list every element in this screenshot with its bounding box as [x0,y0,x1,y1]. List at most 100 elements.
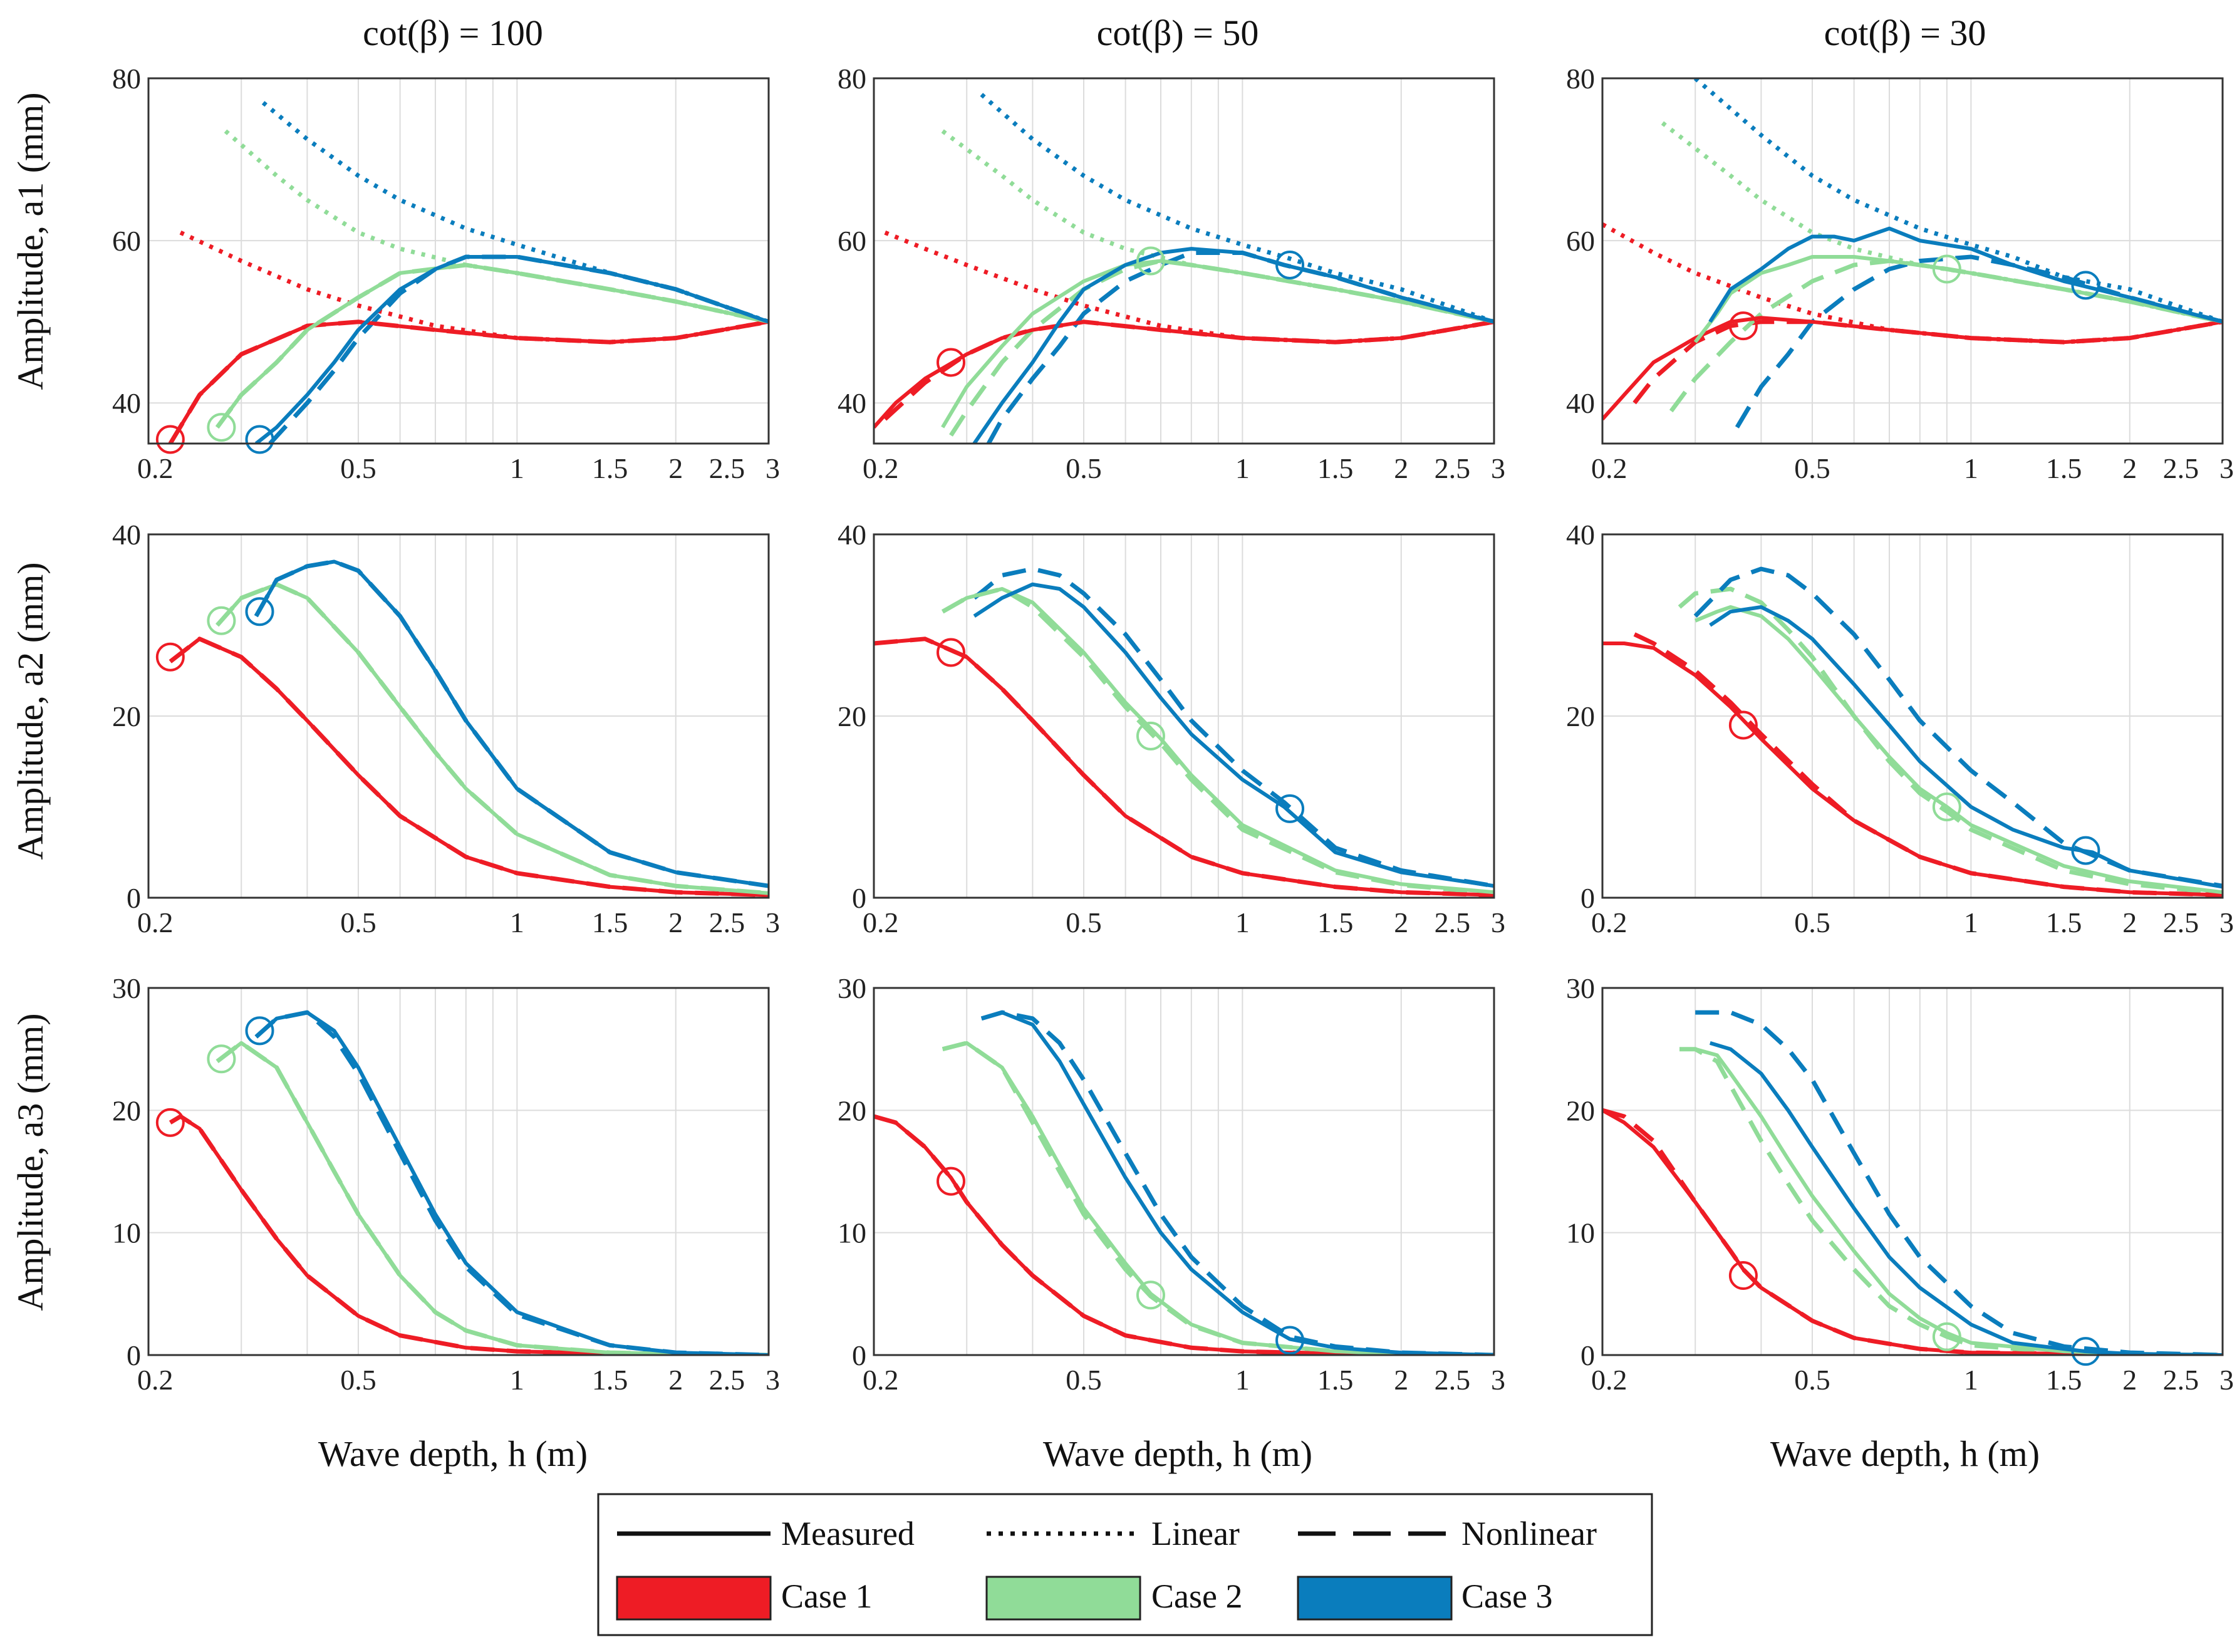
marker-case-3 [1275,250,1305,279]
y-tick-label: 20 [838,1094,866,1126]
x-tick-label: 1.5 [1317,907,1354,938]
series-group [1602,566,2223,898]
panel-r1c2: 40 60 80 0.2 0.5 1 1.5 2 2.5 3 [838,63,1505,484]
x-tick-label: 0.5 [1794,907,1830,938]
series-group [874,1010,1494,1355]
axes-frame [147,533,770,899]
ylabel-row-3: Amplitude, a3 (mm) [10,1013,51,1311]
y-tick-label: 20 [1566,700,1595,732]
y-tick-label: 40 [838,519,866,551]
axes-frame [873,77,1495,445]
series-case-2-measured [215,1041,769,1355]
marker-case-1 [155,642,185,672]
x-tick-label: 2.5 [709,452,745,484]
series-case-1-measured [874,1114,1494,1355]
x-tick-label: 1.5 [2046,907,2082,938]
x-tick-label: 1 [1235,452,1250,484]
series-case-3-measured [973,582,1494,888]
x-tick-label: 0.5 [340,1364,376,1396]
marker-case-1 [1728,1261,1758,1291]
series-case-3-linear [1693,78,2223,325]
y-tick-label: 20 [838,700,866,732]
panel-r3c1: 0 10 20 30 0.2 0.5 1 1.5 2 2.5 3 [112,972,780,1396]
series-case-2-nonlinear [949,259,1494,437]
column-title-2: cot(β) = 50 [1097,13,1259,53]
x-tick-label: 2 [1394,1364,1408,1396]
y-tick-label: 60 [112,225,141,257]
marker-case-3 [1275,794,1305,823]
y-tick-label: 40 [1566,519,1595,551]
axes-frame [147,77,770,445]
panel-r3c3: 0 10 20 30 0.2 0.5 1 1.5 2 2.5 3 [1566,972,2234,1396]
axes-frame [1601,77,2224,445]
series-case-1-measured [1602,1108,2223,1355]
x-tick-label: 0.5 [1794,1364,1830,1396]
x-tick-label: 0.2 [137,907,174,938]
marker-case-1 [155,425,185,454]
legend: Measured Linear Nonlinear Case 1 Case 2 … [597,1493,1653,1636]
marker-case-3 [2071,1337,2100,1366]
y-tick-label: 60 [1566,225,1595,257]
x-tick-label: 1.5 [2046,452,2082,484]
series-case-1-measured [874,636,1494,897]
marker-case-1 [1728,710,1758,740]
series-case-1-linear [1602,222,2223,345]
x-tick-label: 2 [2122,1364,2137,1396]
x-tick-label: 3 [1491,907,1505,938]
x-tick-label: 0.5 [340,907,376,938]
marker-case-2 [1932,254,1961,284]
x-tick-label: 1.5 [2046,1364,2082,1396]
axes-frame [147,987,770,1356]
y-tick-label: 80 [838,63,866,95]
panel-r1c3: 40 60 80 0.2 0.5 1 1.5 2 2.5 3 [1566,63,2234,484]
y-tick-label: 40 [838,387,866,419]
x-tick-label: 3 [2219,1364,2234,1396]
marker-case-2 [207,606,236,635]
series-case-1-measured [1602,316,2223,421]
series-case-3-linear [261,101,769,325]
x-tick-label: 0.2 [863,452,899,484]
series-group [1602,1010,2223,1355]
marker-case-1 [155,1108,185,1137]
series-group [1602,78,2223,429]
series-case-3-measured [1709,1041,2223,1355]
series-case-1-measured [1602,642,2223,897]
x-tick-label: 1 [1964,907,1978,938]
x-tick-label: 1 [1235,1364,1250,1396]
legend-case2-label: Case 2 [1151,1577,1242,1615]
x-tick-label: 2.5 [1435,907,1471,938]
y-tick-label: 20 [1566,1094,1595,1126]
y-tick-label: 60 [838,225,866,257]
series-case-2-measured [215,263,769,429]
y-tick-label: 30 [112,972,141,1004]
x-tick-label: 0.2 [863,907,899,938]
marker-case-3 [2071,271,2100,300]
y-tick-label: 10 [1566,1217,1595,1249]
xlabel-col-1: Wave depth, h (m) [318,1433,588,1474]
x-tick-label: 0.5 [1794,452,1830,484]
marker-case-3 [2071,836,2100,865]
x-tick-label: 2 [1394,907,1408,938]
x-tick-label: 0.2 [863,1364,899,1396]
series-case-2-measured [1679,1047,2223,1355]
x-tick-label: 0.5 [1066,1364,1102,1396]
series-case-2-measured [1695,605,2223,895]
panels: 40 60 80 0.2 0.5 1 1.5 2 2.5 3 40 60 80 0.2 0.5 1 1.5 2 2.… [112,63,2234,1396]
series-case-3-measured [254,255,769,444]
x-tick-label: 2 [2122,907,2137,938]
x-tick-label: 1 [510,1364,524,1396]
x-tick-label: 0.2 [137,452,174,484]
series-case-3-nonlinear [1735,254,2223,429]
y-tick-label: 40 [112,519,141,551]
series-case-2-measured [942,587,1494,895]
x-tick-label: 1.5 [1317,452,1354,484]
marker-case-3 [1275,1326,1305,1355]
legend-case2-swatch [985,1576,1141,1621]
x-tick-label: 2 [668,452,683,484]
marker-case-1 [937,348,966,377]
x-tick-label: 2 [668,1364,683,1396]
series-group [874,93,1494,444]
y-tick-label: 0 [852,882,866,914]
marker-case-1 [1728,311,1758,341]
x-tick-label: 1.5 [592,452,628,484]
